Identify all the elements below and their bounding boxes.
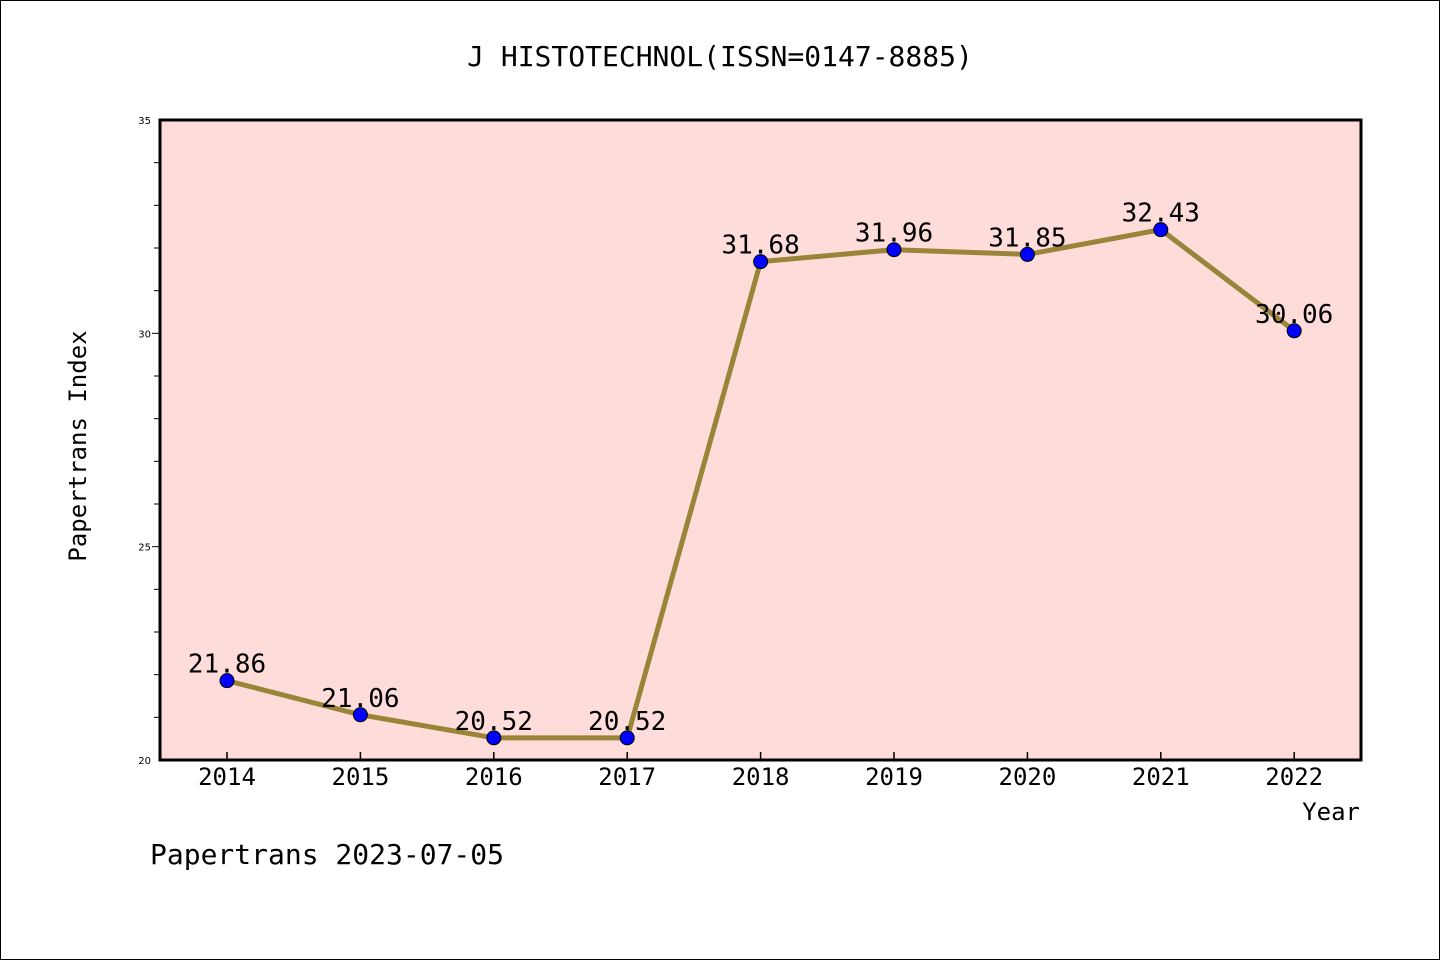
data-label: 30.06 <box>1255 300 1333 330</box>
x-tick-label: 2014 <box>198 763 256 791</box>
footer-date-label: Papertrans 2023-07-05 <box>150 838 504 871</box>
data-labels-layer: 21.86 21.06 20.52 20.52 31.68 31.96 31.85 32.43… <box>188 199 1333 737</box>
data-point <box>1019 246 1035 262</box>
x-tick-label: 2017 <box>598 763 656 791</box>
data-point <box>352 707 368 723</box>
x-axis-label: Year <box>1302 798 1360 826</box>
y-tick-label: 25 <box>138 543 151 554</box>
data-point <box>619 730 635 746</box>
x-tick-label: 2019 <box>865 763 923 791</box>
data-label: 31.68 <box>721 231 799 261</box>
data-point <box>1153 222 1169 238</box>
y-tick-label: 30 <box>138 329 151 340</box>
x-tick-label: 2018 <box>732 763 790 791</box>
chart-title: J HISTOTECHNOL(ISSN=0147-8885) <box>467 40 973 73</box>
y-tick-label: 20 <box>138 756 151 767</box>
y-axis-label: Papertrans Index <box>64 330 92 561</box>
x-tick-label: 2021 <box>1132 763 1190 791</box>
x-tick-label: 2016 <box>465 763 523 791</box>
x-tick-label: 2022 <box>1265 763 1323 791</box>
data-label: 32.43 <box>1122 199 1200 229</box>
data-label: 31.85 <box>988 223 1066 253</box>
series-layer <box>219 222 1302 746</box>
data-point <box>486 730 502 746</box>
data-point <box>219 673 235 689</box>
x-tick-label: 2020 <box>999 763 1057 791</box>
data-label: 20.52 <box>588 707 666 737</box>
x-tick-label: 2015 <box>332 763 390 791</box>
data-label: 21.06 <box>321 684 399 714</box>
data-label: 20.52 <box>455 707 533 737</box>
y-axis-ticks: 20 25 30 35 <box>138 116 160 767</box>
data-label: 21.86 <box>188 650 266 680</box>
y-tick-label: 35 <box>138 116 151 127</box>
data-point <box>886 242 902 258</box>
data-point <box>753 254 769 270</box>
data-label: 31.96 <box>855 219 933 249</box>
x-axis-ticks: 2014 2015 2016 2017 2018 2019 2020 2021 2022 <box>198 752 1323 791</box>
data-point <box>1286 323 1302 339</box>
